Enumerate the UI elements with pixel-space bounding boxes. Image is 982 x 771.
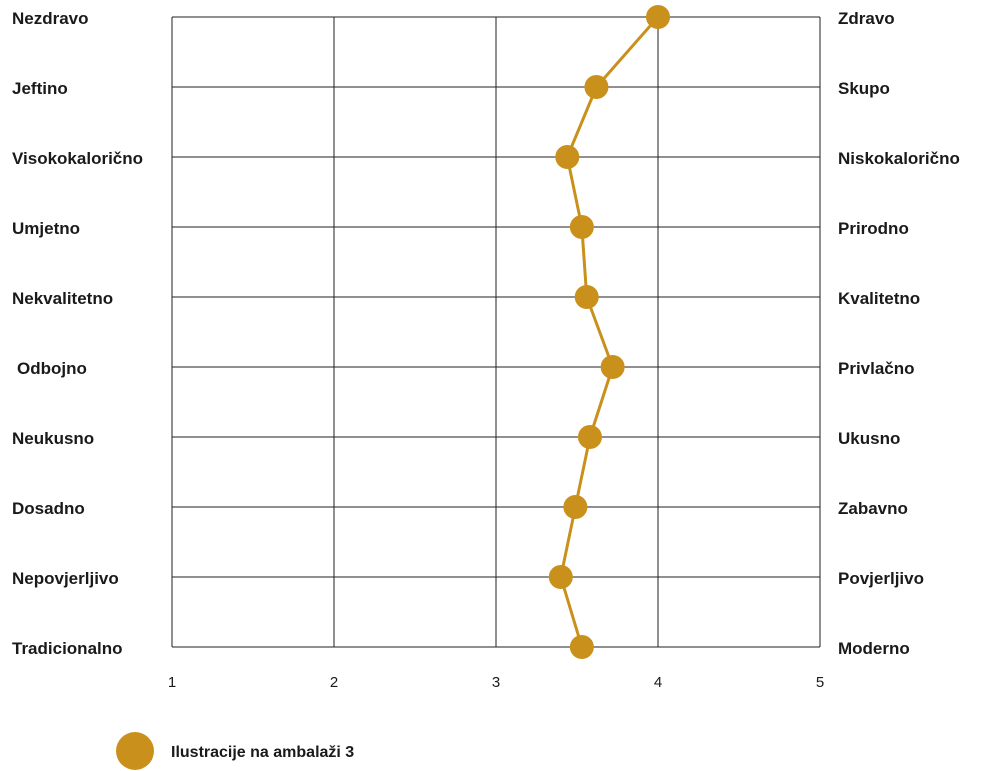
left-pole-label: Tradicionalno — [12, 639, 123, 658]
left-labels: Nezdravo Jeftino Visokokalorično Umjetno Nek… — [12, 9, 143, 658]
right-pole-label: Skupo — [838, 79, 890, 98]
series-line — [559, 16, 660, 648]
data-point — [574, 285, 599, 309]
left-pole-label: Umjetno — [12, 219, 80, 238]
x-tick-label: 1 — [168, 674, 176, 691]
x-tick-label: 5 — [816, 674, 824, 691]
right-pole-label: Prirodno — [838, 219, 909, 238]
data-point — [584, 75, 609, 99]
right-labels: Zdravo Skupo Niskokalorično Prirodno Kvalite… — [838, 9, 960, 658]
left-pole-label: Visokokalorično — [12, 149, 143, 168]
right-pole-label: Privlačno — [838, 359, 915, 378]
data-point — [646, 5, 670, 29]
right-pole-label: Povjerljivo — [838, 569, 924, 588]
series-group — [548, 5, 670, 659]
x-tick-label: 2 — [330, 674, 338, 691]
left-pole-label: Dosadno — [12, 499, 85, 518]
right-pole-label: Ukusno — [838, 429, 900, 448]
x-axis-ticks: 1 2 3 4 5 — [168, 674, 824, 691]
left-pole-label: Jeftino — [12, 79, 68, 98]
data-point — [563, 495, 588, 519]
data-point — [577, 425, 602, 449]
chart-grid — [171, 16, 821, 648]
data-point — [555, 145, 580, 169]
left-pole-label: Neukusno — [12, 429, 94, 448]
left-pole-label: Nepovjerljivo — [12, 569, 119, 588]
left-pole-label: Nezdravo — [12, 9, 89, 28]
legend: Ilustracije na ambalaži 3 — [116, 732, 354, 770]
left-pole-label: Odbojno — [17, 359, 87, 378]
x-tick-label: 3 — [492, 674, 500, 691]
data-point — [600, 355, 625, 379]
right-pole-label: Kvalitetno — [838, 289, 920, 308]
left-pole-label: Nekvalitetno — [12, 289, 113, 308]
data-point — [548, 565, 573, 589]
x-tick-label: 4 — [654, 674, 662, 691]
right-pole-label: Niskokalorično — [838, 149, 960, 168]
data-point — [569, 635, 594, 659]
right-pole-label: Zabavno — [838, 499, 908, 518]
data-point — [569, 215, 594, 239]
right-pole-label: Zdravo — [838, 9, 895, 28]
legend-marker — [116, 732, 154, 770]
right-pole-label: Moderno — [838, 639, 910, 658]
legend-label: Ilustracije na ambalaži 3 — [171, 744, 354, 761]
